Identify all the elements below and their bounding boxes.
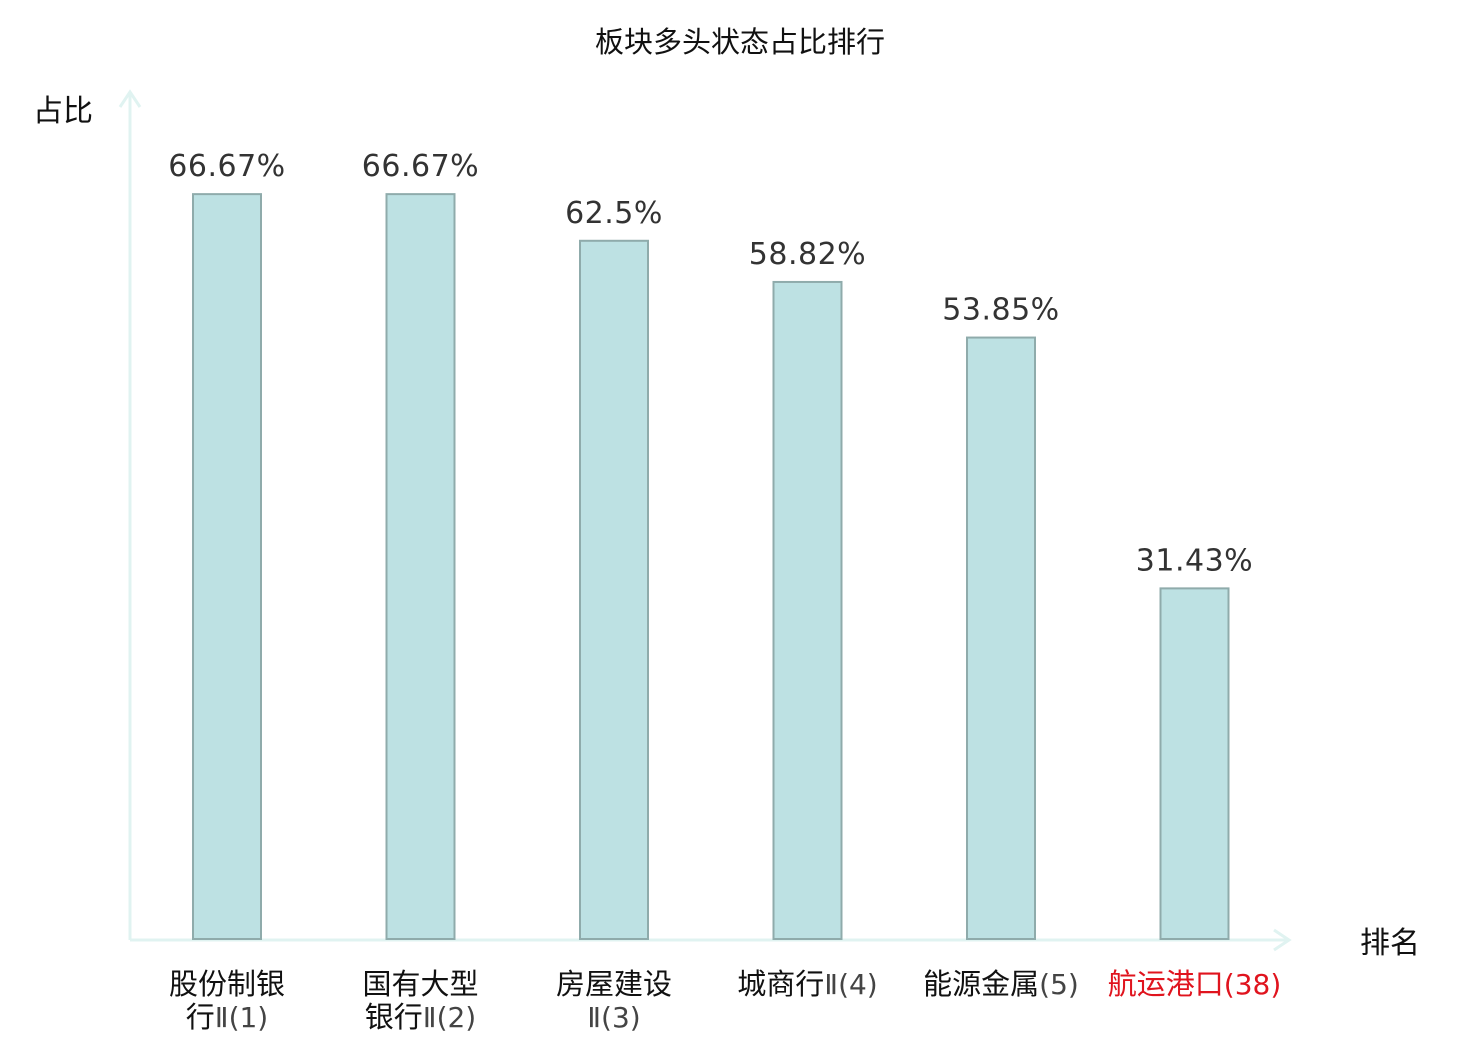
category-label-4-line-1: 城商行Ⅱ(4) bbox=[737, 967, 877, 1001]
value-labels-group: 66.67% 66.67% 62.5% 58.82% 53.85% 31.43% bbox=[168, 149, 1253, 578]
category-rank: (5) bbox=[1039, 968, 1079, 1001]
bar-5 bbox=[966, 336, 1036, 941]
value-label-4: 58.82% bbox=[749, 237, 866, 272]
x-axis-arrow bbox=[1273, 928, 1292, 952]
category-label-2-line-1: 国有大型 bbox=[362, 967, 478, 1001]
category-rank: Ⅱ(3) bbox=[587, 1001, 640, 1034]
chart-title: 板块多头状态占比排行 bbox=[595, 25, 885, 59]
category-label-6-line-1: 航运港口(38) bbox=[1108, 967, 1282, 1001]
category-name: 行 bbox=[186, 1000, 215, 1034]
category-label-2-line-2: 银行Ⅱ(2) bbox=[365, 1000, 476, 1034]
bar-3 bbox=[579, 239, 649, 940]
bar-2 bbox=[385, 193, 456, 940]
category-name: 城商行 bbox=[737, 967, 824, 1001]
category-name: 国有大型 bbox=[362, 967, 478, 1001]
category-label-1-line-1: 股份制银 bbox=[169, 967, 285, 1001]
category-rank: Ⅱ(2) bbox=[423, 1001, 476, 1034]
category-label-3-line-1: 房屋建设 bbox=[556, 967, 672, 1001]
x-axis-label: 排名 bbox=[1360, 926, 1420, 961]
category-name: 银行 bbox=[365, 1000, 423, 1034]
category-rank: Ⅱ(1) bbox=[215, 1001, 268, 1034]
category-label-3-line-2: Ⅱ(3) bbox=[587, 1001, 640, 1034]
category-rank: (38) bbox=[1224, 968, 1281, 1001]
y-axis-label: 占比 bbox=[33, 94, 93, 129]
value-label-6: 31.43% bbox=[1136, 543, 1253, 578]
value-label-2: 66.67% bbox=[362, 149, 479, 184]
category-name: 能源金属 bbox=[923, 967, 1039, 1001]
category-name: 股份制银 bbox=[169, 967, 285, 1001]
y-axis bbox=[118, 89, 142, 940]
bar-4 bbox=[772, 280, 843, 941]
x-axis bbox=[130, 928, 1292, 952]
category-name: 航运港口 bbox=[1108, 967, 1224, 1001]
bar-6 bbox=[1159, 587, 1230, 941]
category-rank: Ⅱ(4) bbox=[824, 968, 877, 1001]
bars-group bbox=[192, 193, 1230, 941]
value-label-1: 66.67% bbox=[168, 149, 285, 184]
value-label-3: 62.5% bbox=[565, 196, 663, 231]
value-label-5: 53.85% bbox=[942, 293, 1059, 328]
category-name: 房屋建设 bbox=[556, 967, 672, 1001]
category-label-5-line-1: 能源金属(5) bbox=[923, 967, 1079, 1001]
category-label-1-line-2: 行Ⅱ(1) bbox=[186, 1000, 268, 1034]
y-axis-arrow bbox=[118, 89, 142, 108]
bar-1 bbox=[192, 193, 262, 940]
